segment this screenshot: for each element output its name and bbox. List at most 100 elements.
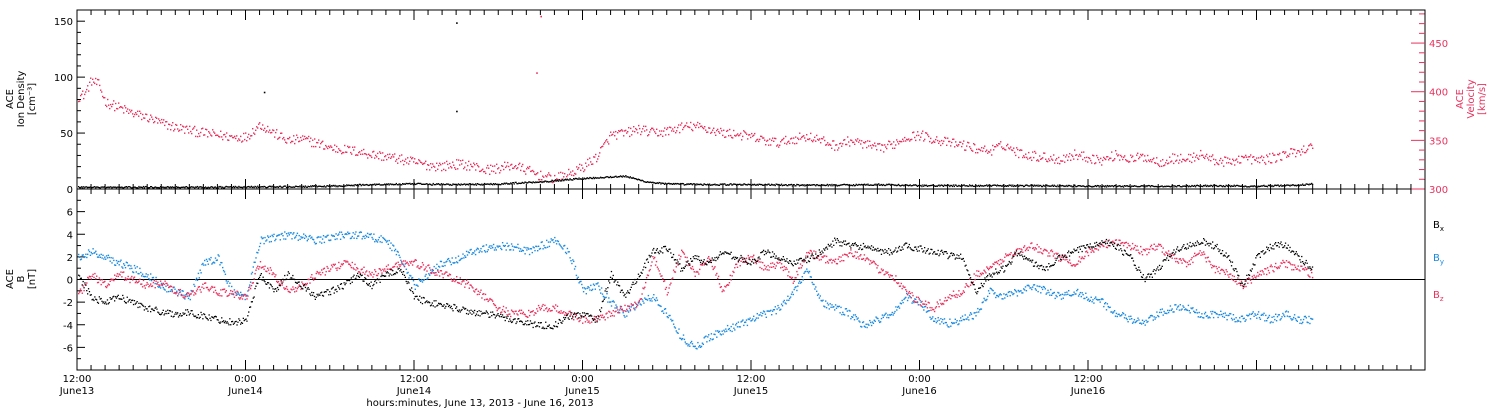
- velocity-point: [338, 148, 340, 150]
- by-point: [864, 326, 866, 328]
- bz-point: [351, 261, 353, 264]
- by-point: [168, 290, 170, 293]
- density-point: [753, 184, 755, 186]
- velocity-point: [90, 77, 92, 79]
- by-point: [638, 301, 641, 303]
- velocity-point: [1059, 163, 1061, 165]
- velocity-point: [1080, 155, 1082, 157]
- density-point: [465, 183, 468, 185]
- by-point: [1049, 294, 1051, 296]
- density-point: [546, 181, 548, 183]
- density-point: [627, 176, 629, 178]
- density-point: [210, 186, 212, 188]
- bz-point: [392, 266, 394, 268]
- velocity-point: [790, 138, 792, 140]
- velocity-point: [130, 111, 132, 113]
- velocity-point: [242, 140, 244, 142]
- velocity-point: [408, 163, 410, 165]
- bz-point: [303, 284, 306, 286]
- density-point: [349, 185, 352, 187]
- by-point: [652, 296, 654, 299]
- velocity-point: [433, 165, 435, 167]
- by-point: [1130, 315, 1132, 317]
- velocity-point: [1238, 155, 1240, 157]
- bz-point: [224, 291, 227, 293]
- density-point: [945, 185, 947, 187]
- density-point: [1079, 185, 1081, 187]
- velocity-point: [997, 145, 999, 147]
- density-point: [1060, 185, 1063, 187]
- bz-point: [536, 308, 538, 310]
- bz-point: [365, 271, 367, 273]
- density-point: [1225, 184, 1227, 186]
- by-point: [375, 239, 377, 241]
- velocity-point: [605, 140, 607, 142]
- density-point: [1256, 185, 1258, 187]
- by-point: [375, 240, 378, 242]
- by-point: [1132, 321, 1135, 323]
- velocity-point: [1060, 160, 1062, 162]
- bottom-left-tick-label: 6: [67, 208, 73, 219]
- bz-point: [503, 310, 506, 313]
- velocity-point: [215, 134, 217, 137]
- velocity-point: [1175, 160, 1177, 162]
- by-point: [263, 242, 265, 245]
- density-point: [203, 187, 205, 189]
- density-point: [190, 186, 192, 188]
- velocity-point: [223, 134, 225, 136]
- velocity-point: [169, 123, 171, 126]
- by-point: [80, 258, 83, 260]
- by-point: [295, 234, 298, 237]
- density-point: [450, 184, 452, 186]
- density-point: [104, 186, 106, 188]
- velocity-point: [922, 130, 924, 132]
- velocity-point: [150, 114, 152, 116]
- density-point: [1184, 185, 1186, 187]
- bz-point: [437, 270, 439, 272]
- density-point: [245, 187, 247, 189]
- by-point: [1075, 293, 1077, 295]
- density-point: [1043, 185, 1045, 187]
- by-point: [1281, 316, 1283, 318]
- density-point: [1240, 185, 1243, 187]
- density-point: [1148, 184, 1150, 187]
- velocity-point: [409, 160, 411, 162]
- bz-point: [483, 293, 485, 295]
- velocity-point: [91, 84, 93, 86]
- velocity-point: [521, 165, 523, 168]
- density-point: [1311, 182, 1313, 185]
- density-point: [712, 183, 714, 186]
- density-point: [110, 186, 112, 188]
- by-point: [642, 300, 644, 302]
- density-point: [375, 183, 378, 185]
- density-point: [1234, 185, 1236, 188]
- by-point: [293, 232, 295, 234]
- density-point: [729, 183, 731, 185]
- density-point: [471, 184, 473, 186]
- velocity-point: [784, 142, 786, 145]
- velocity-point: [604, 141, 606, 144]
- by-point: [1152, 319, 1154, 321]
- velocity-point: [293, 135, 295, 137]
- by-point: [1059, 294, 1062, 296]
- velocity-point: [648, 134, 650, 136]
- velocity-point: [924, 138, 926, 141]
- by-point: [615, 304, 617, 306]
- velocity-point: [534, 173, 536, 175]
- velocity-point: [462, 159, 464, 161]
- density-point: [231, 186, 234, 189]
- bz-point: [84, 283, 86, 286]
- velocity-point: [1257, 161, 1259, 163]
- by-point: [776, 308, 778, 310]
- by-point: [1267, 316, 1270, 318]
- velocity-point: [254, 133, 256, 135]
- by-point: [692, 345, 695, 347]
- by-point: [315, 242, 317, 245]
- by-point: [1165, 312, 1167, 314]
- bz-point: [424, 268, 426, 270]
- velocity-point: [688, 126, 690, 128]
- velocity-point: [986, 149, 988, 151]
- velocity-point: [147, 120, 149, 122]
- by-point: [798, 280, 801, 282]
- by-point: [1040, 292, 1042, 294]
